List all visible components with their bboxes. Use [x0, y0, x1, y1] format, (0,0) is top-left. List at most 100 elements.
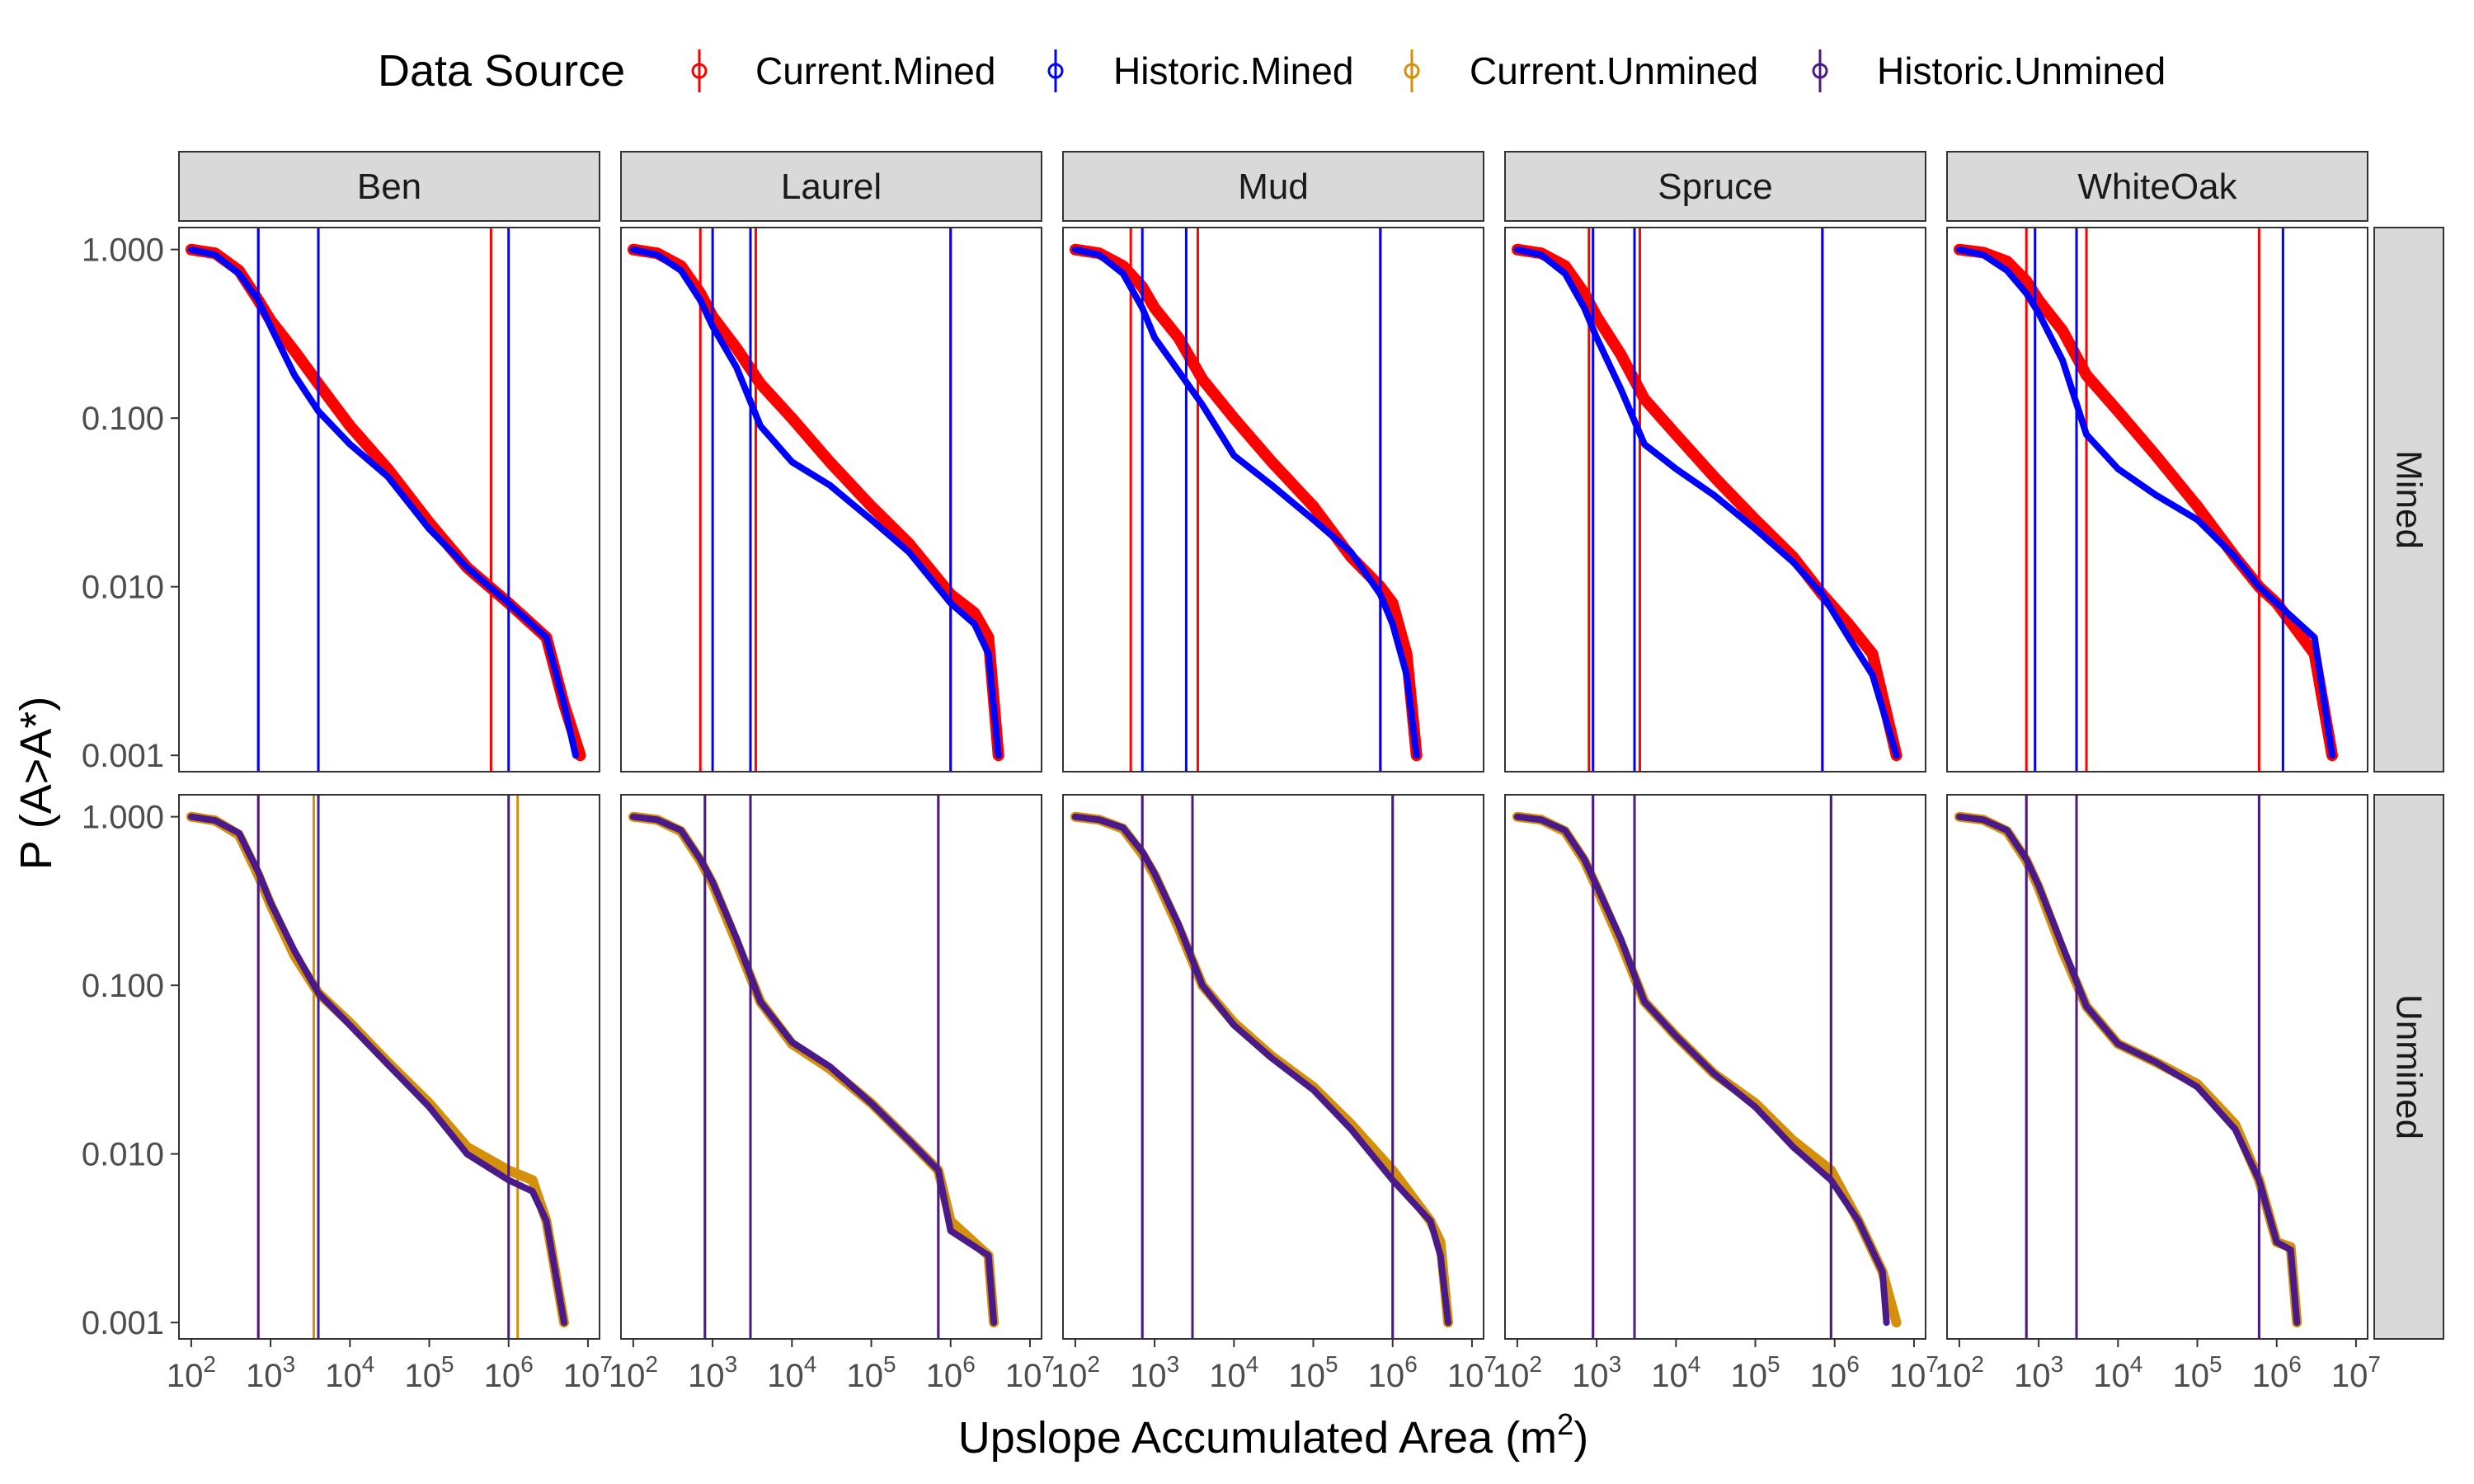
data-point — [2083, 1003, 2090, 1010]
data-point — [2273, 1238, 2280, 1246]
ccdf-curve — [1513, 813, 1890, 1327]
strip-whiteoak: WhiteOak — [1946, 151, 2368, 222]
x-axis-whiteoak: 102 103 104 105 106 107 — [1935, 1339, 2381, 1394]
x-tick-label: 107 — [1005, 1351, 1055, 1394]
legend-entry-current-unmined: Current.Unmined — [1404, 49, 1758, 92]
strip-background — [2373, 794, 2444, 1340]
data-point — [788, 1039, 796, 1045]
data-point — [529, 1176, 536, 1184]
x-axis-ben: 102 103 104 105 106 107 — [167, 1339, 613, 1394]
ccdf-curve — [1069, 243, 1423, 762]
panel-spruce-mined — [1504, 227, 1926, 773]
data-point — [315, 989, 322, 997]
panel-background — [1505, 795, 1926, 1339]
x-tick-label: 103 — [1130, 1351, 1179, 1394]
data-point — [267, 899, 274, 906]
data-point — [561, 1319, 567, 1326]
ccdf-curve — [629, 246, 1002, 759]
strip-mud: Mud — [1062, 151, 1484, 222]
x-tick-label: 104 — [325, 1351, 374, 1394]
data-point — [1268, 1054, 1275, 1062]
y-tick-label: 0.010 — [82, 1137, 164, 1173]
series-historic-mined — [1955, 228, 2335, 772]
x-tick-label: 104 — [2093, 1351, 2142, 1394]
series-historic-mined — [1071, 228, 1420, 772]
data-point — [1139, 848, 1145, 855]
data-point — [2255, 1176, 2263, 1184]
y-axis-title: P (A>A*) — [12, 697, 61, 871]
x-tick-label: 103 — [1572, 1351, 1621, 1394]
data-point — [1389, 1176, 1396, 1184]
y-tick-label: 0.001 — [82, 1305, 164, 1341]
y-tick-label: 0.001 — [82, 738, 164, 774]
data-point — [2152, 1059, 2159, 1066]
data-point — [463, 1150, 471, 1158]
y-tick-label: 0.100 — [82, 401, 164, 437]
x-tick-label: 105 — [1288, 1351, 1338, 1394]
data-point — [543, 1218, 550, 1224]
legend-entry-historic-mined: Historic.Mined — [1047, 49, 1353, 92]
panel-whiteoak-mined — [1946, 227, 2368, 773]
ccdf-curve — [629, 813, 998, 1327]
legend: Data Source Current.Mined Historic.Mined Cu… — [378, 46, 2166, 96]
legend-key-point — [1047, 63, 1064, 79]
ccdf-curve — [1071, 246, 1420, 759]
y-tick-label: 0.010 — [82, 570, 164, 606]
panel-border — [1504, 227, 1926, 773]
x-tick-label: 106 — [926, 1351, 976, 1394]
panel-mud-unmined — [1062, 794, 1484, 1340]
ccdf-curve — [1071, 813, 1451, 1327]
legend-key-point — [1812, 63, 1828, 79]
data-point — [1593, 882, 1600, 890]
strip-background — [2373, 227, 2444, 773]
data-point — [2232, 1126, 2239, 1133]
strip-background — [620, 151, 1042, 222]
strip-mined: Mined — [2373, 227, 2444, 773]
data-point — [947, 1228, 954, 1234]
legend-label: Current.Unmined — [1470, 49, 1758, 92]
data-point — [1175, 921, 1182, 928]
panel-border — [178, 227, 600, 773]
data-point — [990, 1319, 997, 1326]
panel-spruce-unmined — [1504, 794, 1926, 1340]
panel-border — [620, 227, 1042, 773]
panel-ben-unmined — [178, 794, 600, 1340]
panel-background — [621, 228, 1042, 772]
ccdf-curve — [1513, 246, 1900, 759]
strip-label: WhiteOak — [2077, 167, 2237, 207]
x-tick-label: 104 — [767, 1351, 816, 1394]
data-point — [1641, 998, 1648, 1005]
panel-border — [620, 794, 1042, 1340]
data-point — [426, 1103, 433, 1111]
series-historic-unmined — [1955, 795, 2301, 1339]
data-point — [1617, 935, 1624, 942]
x-axis-laurel: 102 103 104 105 106 107 — [609, 1339, 1055, 1394]
panel-border — [1946, 794, 2368, 1340]
data-point — [2023, 856, 2030, 862]
data-point — [236, 829, 242, 837]
x-tick-label: 107 — [1447, 1351, 1497, 1394]
data-point — [1120, 824, 1126, 831]
data-point — [905, 1137, 913, 1144]
data-point — [1310, 1087, 1317, 1093]
data-point — [1199, 982, 1206, 989]
series-historic-mined — [1513, 228, 1900, 772]
panel-border — [1946, 227, 2368, 773]
data-point — [709, 879, 716, 885]
data-point — [346, 1021, 354, 1029]
data-point — [1956, 813, 1963, 820]
series-historic-mined — [187, 228, 579, 772]
x-tick-label: 102 — [167, 1351, 216, 1394]
strip-label: Spruce — [1658, 167, 1772, 207]
data-point — [1752, 1103, 1759, 1111]
data-point — [2194, 1083, 2201, 1091]
data-point — [2059, 943, 2066, 950]
legend-entry-historic-unmined: Historic.Unmined — [1812, 49, 2166, 92]
legend-label: Historic.Unmined — [1877, 49, 2166, 92]
ccdf-curve — [1511, 243, 1903, 762]
legend-title: Data Source — [378, 46, 625, 96]
strip-label: Unmined — [2389, 994, 2429, 1139]
data-point — [2293, 1319, 2301, 1326]
data-point — [1893, 1319, 1900, 1326]
